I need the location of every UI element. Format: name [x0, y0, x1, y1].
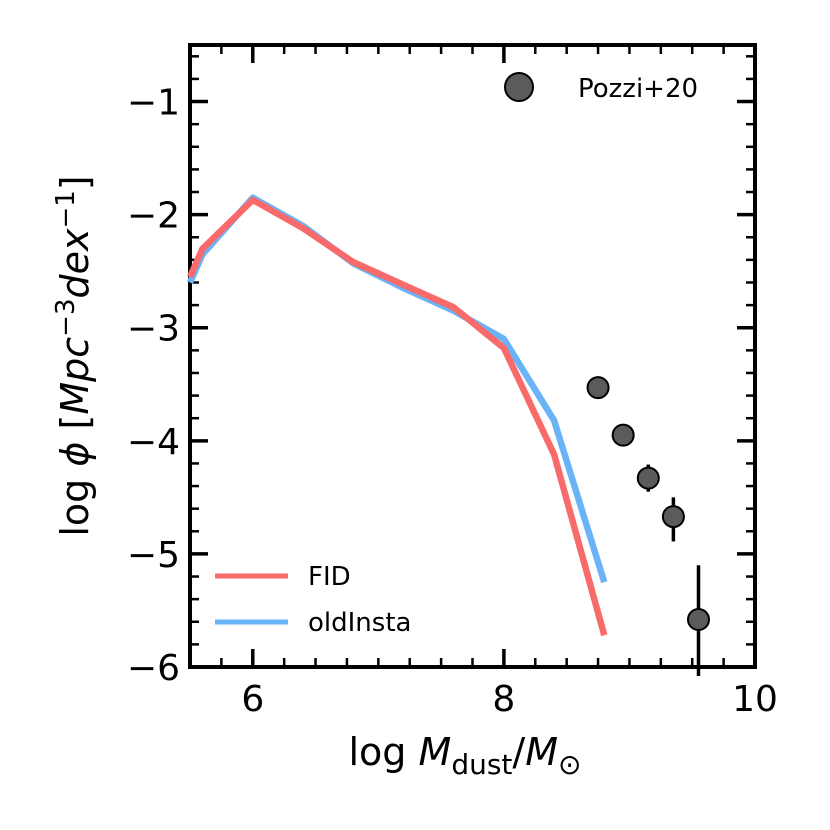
- x-axis-title-var: M: [419, 730, 452, 774]
- legend-marker-pozzi: [504, 72, 534, 102]
- legend-bottom: FID oldInsta: [215, 562, 411, 638]
- y-tick-label: −5: [127, 535, 180, 576]
- scatter-layer: [586, 376, 710, 677]
- y-axis-title: log ϕ [Mpc−3dex−1]: [51, 175, 97, 536]
- y-tick-label: −6: [127, 648, 180, 689]
- y-tick-label: −4: [127, 422, 180, 463]
- pozzi-point: [636, 466, 660, 490]
- series-line-fid: [187, 196, 608, 637]
- x-axis-title-sub2: ⊙: [558, 748, 581, 781]
- legend-label-fid: FID: [308, 562, 351, 592]
- pozzi-point: [661, 505, 685, 529]
- y-axis-title-open: [: [53, 415, 97, 442]
- y-axis-title-prefix: log: [53, 467, 97, 537]
- x-axis-title-sub: dust: [451, 748, 512, 781]
- ticks-layer: 6 8 10 −6 −5 −4 −3 −2 −1: [127, 45, 778, 720]
- x-tick-label: 6: [241, 679, 264, 720]
- legend-top: Pozzi+20: [504, 72, 698, 104]
- x-axis-title-var2: M: [525, 730, 558, 774]
- y-axis-title-phi: ϕ: [53, 442, 97, 467]
- y-tick-label: −3: [127, 309, 180, 350]
- pozzi-point: [687, 608, 710, 632]
- legend-label-pozzi: Pozzi+20: [578, 74, 698, 104]
- legend-label-oldinsta: oldInsta: [308, 608, 411, 638]
- x-axis-title: log Mdust/M⊙: [349, 730, 582, 781]
- series-lines-layer: [187, 194, 608, 637]
- pozzi-point: [611, 423, 635, 447]
- x-tick-label: 8: [492, 679, 515, 720]
- series-line-oldinsta: [187, 194, 608, 584]
- y-axis-title-exp2: −1: [51, 190, 81, 228]
- x-axis-title-slash: /: [512, 730, 525, 774]
- x-tick-label: 10: [732, 679, 778, 720]
- y-axis-title-mpc: Mpc: [53, 337, 97, 415]
- y-axis-title-exp1: −3: [51, 299, 81, 337]
- y-axis-title-close: ]: [53, 175, 97, 190]
- x-axis-title-prefix: log: [349, 730, 419, 774]
- pozzi-point: [586, 376, 610, 400]
- y-tick-label: −2: [127, 196, 180, 237]
- y-axis-title-dex: dex: [53, 228, 97, 299]
- y-tick-label: −1: [127, 83, 180, 124]
